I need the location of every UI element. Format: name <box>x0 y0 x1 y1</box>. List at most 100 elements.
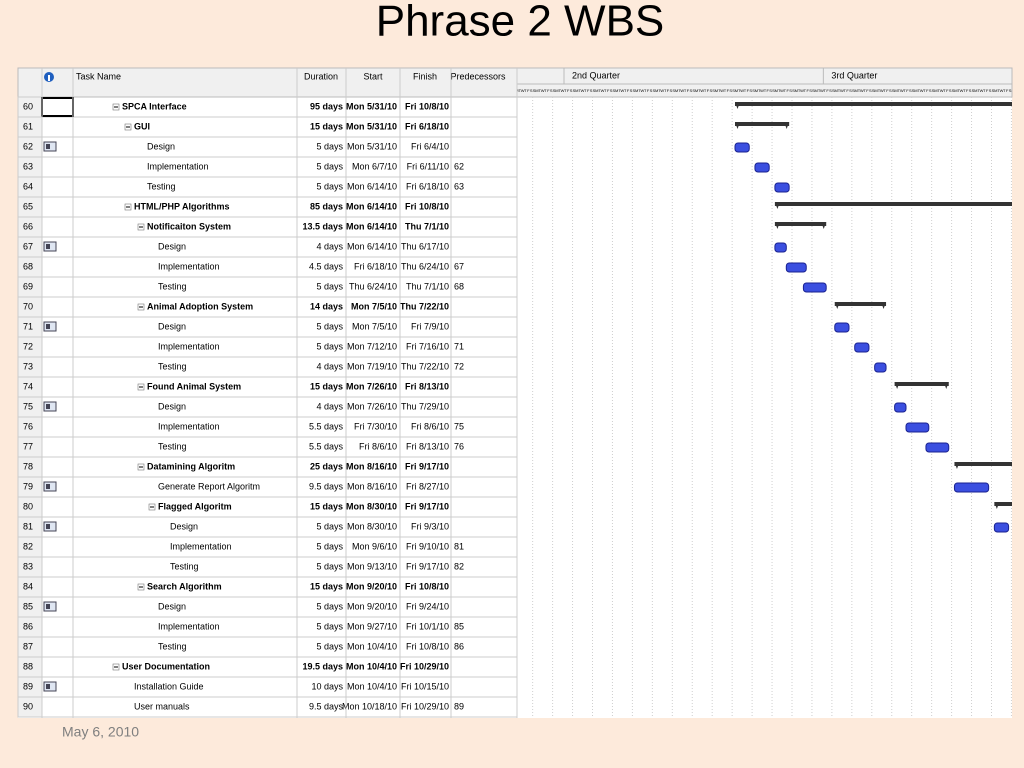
task-name: Design <box>158 241 186 251</box>
day-letter: M <box>994 88 997 93</box>
summary-end <box>881 302 887 309</box>
day-letter: M <box>635 88 638 93</box>
day-letter: S <box>829 88 832 93</box>
day-letter: S <box>573 88 576 93</box>
finish: Fri 9/17/10 <box>405 461 449 471</box>
day-letter: W <box>581 88 585 93</box>
day-letter: M <box>695 88 698 93</box>
start: Mon 6/7/10 <box>352 161 397 171</box>
day-letter: S <box>832 88 835 93</box>
duration: 5 days <box>316 621 343 631</box>
start: Mon 6/14/10 <box>346 201 397 211</box>
predecessors: 71 <box>454 341 464 351</box>
summary-bar <box>894 382 949 386</box>
task-name: Implementation <box>170 541 232 551</box>
table-header <box>17 67 518 98</box>
finish: Thu 6/17/10 <box>401 241 449 251</box>
start: Fri 7/30/10 <box>354 421 397 431</box>
task-bar <box>874 362 887 373</box>
day-letter: F <box>986 88 989 93</box>
start: Mon 7/12/10 <box>347 341 397 351</box>
start: Mon 6/14/10 <box>347 241 397 251</box>
day-letter: T <box>997 88 1000 93</box>
day-letter: F <box>547 88 550 93</box>
day-letter: S <box>772 88 775 93</box>
day-letter: W <box>640 88 644 93</box>
row-id: 64 <box>23 181 33 191</box>
row-id: 68 <box>23 261 33 271</box>
start: Mon 9/27/10 <box>347 621 397 631</box>
day-letter: W <box>561 88 565 93</box>
day-letter: M <box>815 88 818 93</box>
finish: Fri 10/8/10 <box>405 101 449 111</box>
summary-end <box>954 462 960 469</box>
predecessors: 67 <box>454 261 464 271</box>
start: Mon 7/5/10 <box>352 321 397 331</box>
day-letter: S <box>613 88 616 93</box>
predecessors: 85 <box>454 621 464 631</box>
task-bar <box>993 522 1010 533</box>
finish: Fri 9/3/10 <box>411 521 449 531</box>
day-letter: T <box>943 88 946 93</box>
duration: 15 days <box>310 581 343 591</box>
row-id: 90 <box>23 701 33 711</box>
day-letter: S <box>789 88 792 93</box>
day-letter: S <box>630 88 633 93</box>
summary-end <box>774 222 780 229</box>
day-letter: T <box>684 88 687 93</box>
duration: 5 days <box>316 341 343 351</box>
day-letter: M <box>595 88 598 93</box>
start: Mon 5/31/10 <box>346 101 397 111</box>
day-letter: T <box>898 88 901 93</box>
summary-bar <box>954 462 1012 466</box>
day-letter: M <box>835 88 838 93</box>
note-icon-mark <box>46 244 50 249</box>
row-id: 78 <box>23 461 33 471</box>
start: Mon 7/26/10 <box>347 401 397 411</box>
day-letter: W <box>960 88 964 93</box>
day-letter: T <box>598 88 601 93</box>
start: Thu 6/24/10 <box>349 281 397 291</box>
day-letter: F <box>747 88 750 93</box>
day-letter: T <box>698 88 701 93</box>
summary-bar <box>994 502 1012 506</box>
start: Fri 6/18/10 <box>354 261 397 271</box>
start: Fri 8/6/10 <box>359 441 397 451</box>
summary-end <box>943 382 949 389</box>
quarter-label: 2nd Quarter <box>572 70 620 80</box>
day-letter: S <box>652 88 655 93</box>
summary-end <box>994 502 1000 509</box>
day-letter: F <box>866 88 869 93</box>
day-letter: F <box>727 88 730 93</box>
task-bar <box>925 442 950 453</box>
row-id: 71 <box>23 321 33 331</box>
day-letter: S <box>712 88 715 93</box>
task-name: Design <box>158 321 186 331</box>
day-letter: S <box>1012 88 1015 93</box>
task-name: User manuals <box>134 701 190 711</box>
day-letter: S <box>949 88 952 93</box>
day-letter: T <box>903 88 906 93</box>
day-letter: S <box>672 88 675 93</box>
day-letter: W <box>521 88 525 93</box>
day-letter: W <box>720 88 724 93</box>
summary-bar <box>735 122 790 126</box>
duration: 5 days <box>316 561 343 571</box>
task-name: Design <box>147 141 175 151</box>
summary-bar <box>735 102 1012 106</box>
duration: 5 days <box>316 141 343 151</box>
row-id: 85 <box>23 601 33 611</box>
header-finish: Finish <box>413 71 437 81</box>
task-name: Search Algorithm <box>147 581 222 591</box>
task-name: Implementation <box>158 341 220 351</box>
day-letter: T <box>604 88 607 93</box>
day-letter: T <box>938 88 941 93</box>
day-letter: T <box>584 88 587 93</box>
finish: Thu 7/1/10 <box>405 221 449 231</box>
day-letter: W <box>621 88 625 93</box>
task-bar <box>953 482 990 493</box>
finish: Fri 7/16/10 <box>406 341 449 351</box>
day-letter: F <box>846 88 849 93</box>
duration: 5 days <box>316 601 343 611</box>
